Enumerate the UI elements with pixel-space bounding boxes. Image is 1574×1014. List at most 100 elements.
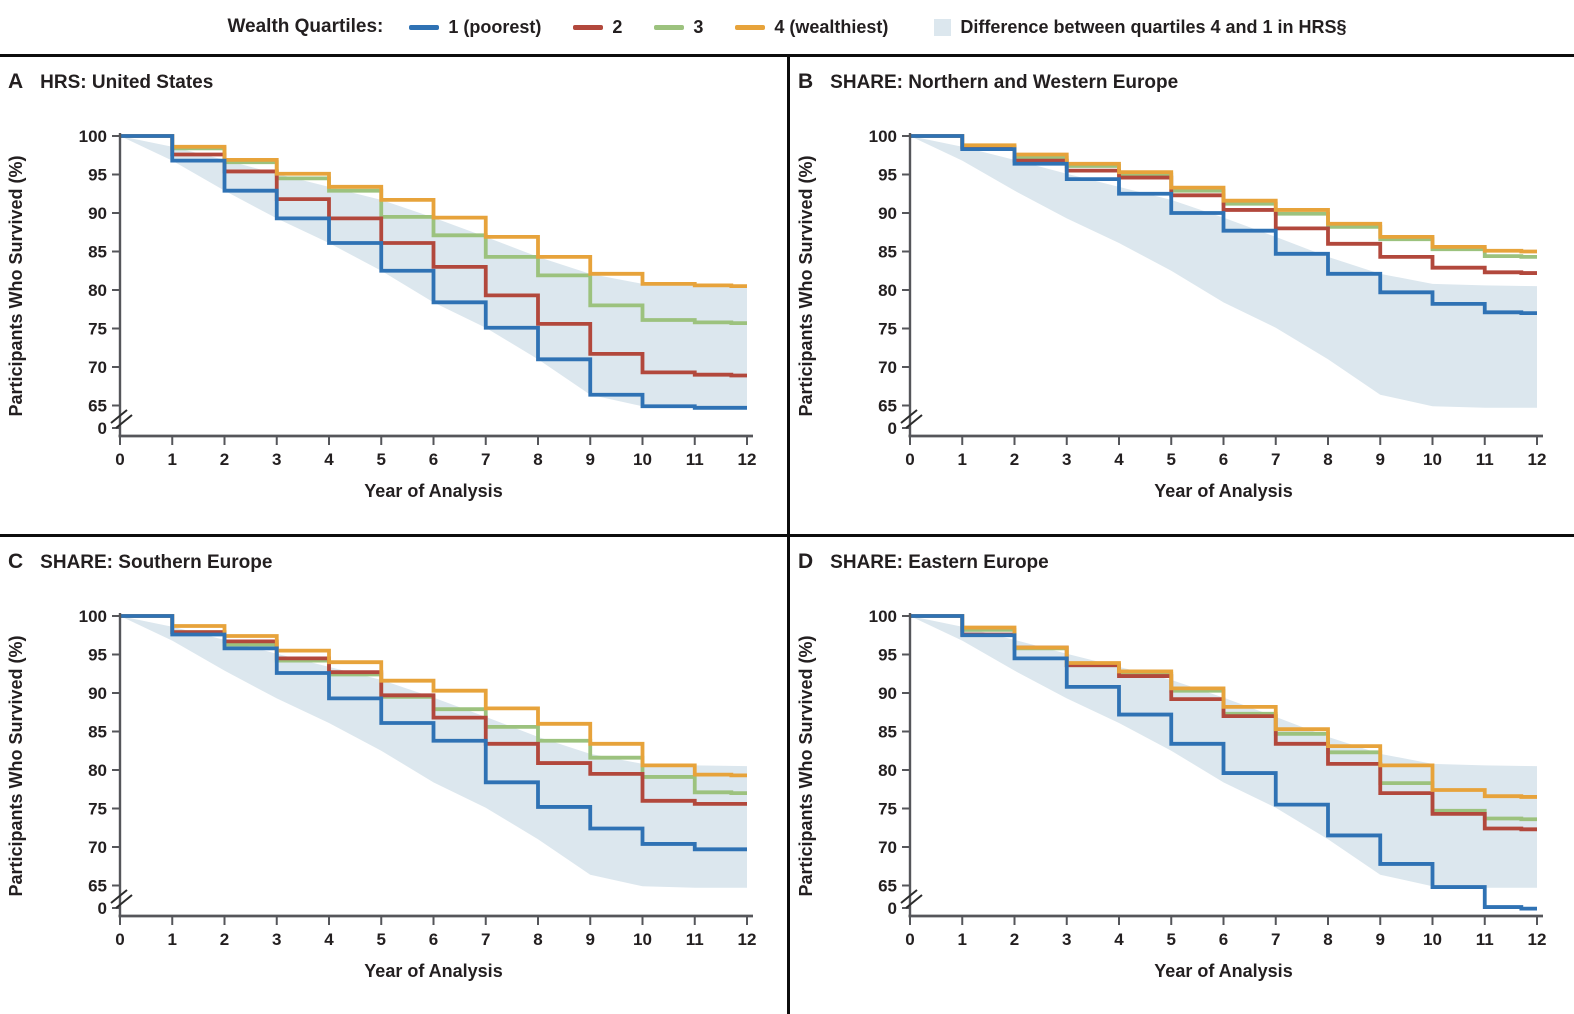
x-tick-label: 9 xyxy=(1376,450,1385,469)
x-tick-label: 8 xyxy=(533,930,542,949)
survival-curve-q1 xyxy=(910,614,1537,911)
survival-curve-q4 xyxy=(910,614,1537,799)
panel-d-name: SHARE: Eastern Europe xyxy=(830,552,1049,573)
y-tick-label: 80 xyxy=(878,761,897,780)
y-tick-label: 90 xyxy=(88,684,107,703)
y-tick-label: 75 xyxy=(88,800,107,819)
x-axis-title: Year of Analysis xyxy=(1154,481,1292,501)
x-tick-label: 10 xyxy=(1423,450,1442,469)
x-tick-label: 12 xyxy=(1528,930,1547,949)
legend-swatch-q2 xyxy=(573,24,604,30)
survival-curve-q2 xyxy=(120,134,747,378)
panel-b-name: SHARE: Northern and Western Europe xyxy=(830,72,1179,93)
y-tick-label: 70 xyxy=(878,838,897,857)
y-tick-label: 90 xyxy=(878,684,897,703)
y-axis-break-mark xyxy=(905,894,923,909)
panel-a-letter: A xyxy=(8,70,24,93)
legend-item-label: 2 xyxy=(612,16,623,37)
y-tick-label: 100 xyxy=(869,127,897,146)
panel-c-letter: C xyxy=(8,550,24,573)
x-tick-label: 1 xyxy=(168,450,177,469)
x-tick-label: 12 xyxy=(738,450,757,469)
legend-band-swatch xyxy=(934,18,952,36)
x-tick-label: 4 xyxy=(324,450,334,469)
panel-d-letter: D xyxy=(798,550,814,573)
y-tick-label: 65 xyxy=(878,877,897,896)
y-tick-label: 100 xyxy=(79,127,107,146)
x-tick-label: 6 xyxy=(1219,930,1228,949)
x-tick-label: 0 xyxy=(115,450,124,469)
x-tick-label: 11 xyxy=(686,930,704,949)
legend-swatch-q1 xyxy=(409,24,440,30)
y-tick-label: 70 xyxy=(88,838,107,857)
x-tick-label: 11 xyxy=(686,450,704,469)
legend-item-q3: 3 xyxy=(654,17,703,38)
y-tick-label: 100 xyxy=(869,607,897,626)
y-axis-break-mark xyxy=(115,414,133,429)
survival-curve-q1 xyxy=(910,134,1537,315)
legend-item-label: 1 (poorest) xyxy=(448,16,542,37)
y-axis-title: Participants Who Survived (%) xyxy=(796,155,816,416)
legend-title: Wealth Quartiles: xyxy=(227,16,384,37)
y-tick-label: 70 xyxy=(88,358,107,377)
x-tick-label: 3 xyxy=(1062,450,1071,469)
panel-b: B SHARE: Northern and Western Europe 100… xyxy=(790,57,1574,537)
x-tick-label: 12 xyxy=(1528,450,1547,469)
x-tick-label: 9 xyxy=(1376,930,1385,949)
y-tick-label: 70 xyxy=(878,358,897,377)
survival-curve-q4 xyxy=(910,134,1537,254)
legend-item-band: Difference between quartiles 4 and 1 in … xyxy=(934,16,1347,38)
x-tick-label: 11 xyxy=(1476,450,1494,469)
legend-item-label: 3 xyxy=(693,16,704,37)
y-tick-label: 90 xyxy=(88,204,107,223)
y-tick-label: 100 xyxy=(79,607,107,626)
y-tick-label: 0 xyxy=(98,419,107,438)
y-tick-label: 0 xyxy=(888,419,897,438)
x-tick-label: 1 xyxy=(958,930,967,949)
x-tick-label: 3 xyxy=(1062,930,1071,949)
survival-curve-q2 xyxy=(910,134,1537,275)
y-axis-title: Participants Who Survived (%) xyxy=(6,155,26,416)
x-tick-label: 1 xyxy=(958,450,967,469)
y-tick-label: 95 xyxy=(88,166,107,185)
y-axis-title: Participants Who Survived (%) xyxy=(6,635,26,896)
panel-b-title: B SHARE: Northern and Western Europe xyxy=(790,57,1574,94)
hrs-difference-band xyxy=(120,616,747,888)
x-tick-label: 7 xyxy=(481,450,490,469)
x-tick-label: 10 xyxy=(633,930,652,949)
x-tick-label: 3 xyxy=(272,930,281,949)
survival-curve-q3 xyxy=(120,614,747,795)
x-tick-label: 6 xyxy=(1219,450,1228,469)
y-tick-label: 0 xyxy=(888,899,897,918)
x-axis-title: Year of Analysis xyxy=(364,961,502,981)
panel-d: D SHARE: Eastern Europe 100 95 90 85 80 75 70 6… xyxy=(790,537,1574,1014)
legend-item-label: 4 (wealthiest) xyxy=(774,16,889,37)
legend-band-label: Difference between quartiles 4 and 1 in … xyxy=(960,16,1347,37)
x-tick-label: 8 xyxy=(1323,450,1332,469)
x-tick-label: 6 xyxy=(429,930,438,949)
y-tick-label: 85 xyxy=(878,723,897,742)
panel-a: A HRS: United States 100 95 90 85 80 75 70 65 0 0… xyxy=(0,57,790,537)
panel-d-title: D SHARE: Eastern Europe xyxy=(790,537,1574,574)
x-tick-label: 5 xyxy=(1167,450,1176,469)
y-tick-label: 80 xyxy=(88,761,107,780)
y-tick-label: 75 xyxy=(88,320,107,339)
x-tick-label: 10 xyxy=(1423,930,1442,949)
x-tick-label: 0 xyxy=(905,450,914,469)
x-tick-label: 4 xyxy=(1114,930,1124,949)
survival-curve-q1 xyxy=(120,134,747,410)
y-tick-label: 85 xyxy=(88,723,107,742)
x-tick-label: 3 xyxy=(272,450,281,469)
panel-grid: A HRS: United States 100 95 90 85 80 75 70 65 0 0… xyxy=(0,57,1574,1014)
survival-curve-q3 xyxy=(120,134,747,326)
y-tick-label: 65 xyxy=(88,397,107,416)
y-axis-break-mark xyxy=(115,894,133,909)
panel-c-name: SHARE: Southern Europe xyxy=(40,552,273,573)
x-tick-label: 8 xyxy=(533,450,542,469)
y-tick-label: 90 xyxy=(878,204,897,223)
y-axis-break-mark xyxy=(900,889,918,904)
hrs-difference-band xyxy=(910,136,1537,408)
legend-item-q4: 4 (wealthiest) xyxy=(735,17,888,38)
panel-c-title: C SHARE: Southern Europe xyxy=(0,537,787,574)
